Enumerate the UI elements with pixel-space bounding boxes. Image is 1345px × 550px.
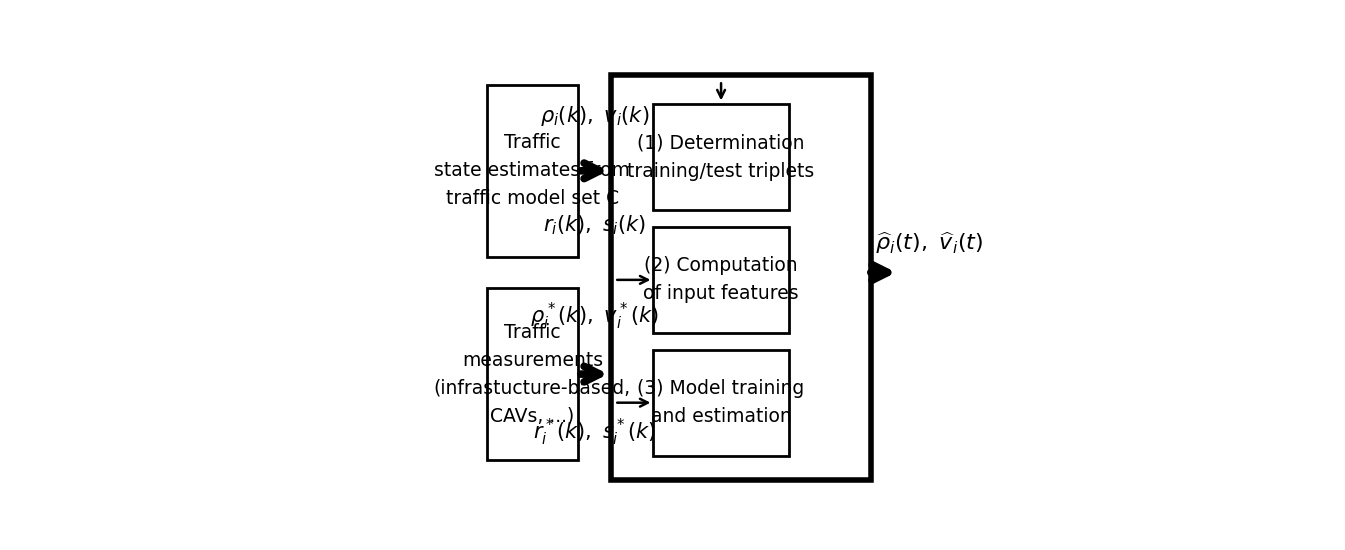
Text: $\widehat{\rho}_i(t),\ \widehat{v}_i(t)$: $\widehat{\rho}_i(t),\ \widehat{v}_i(t)$ — [874, 230, 983, 256]
Text: $r_i(k),\ s_i(k)$: $r_i(k),\ s_i(k)$ — [543, 213, 647, 236]
Bar — [487, 288, 578, 460]
Text: $\rho_i(k),\ v_i(k)$: $\rho_i(k),\ v_i(k)$ — [541, 104, 650, 129]
Text: $\rho_i^*(k),\ v_i^*(k)$: $\rho_i^*(k),\ v_i^*(k)$ — [530, 300, 659, 332]
Bar — [654, 104, 788, 210]
Text: (1) Determination
training/test triplets: (1) Determination training/test triplets — [628, 134, 815, 180]
Text: Traffic
state estimates from
traffic model set C: Traffic state estimates from traffic mod… — [434, 133, 631, 208]
Bar — [487, 85, 578, 256]
Text: (3) Model training
and estimation: (3) Model training and estimation — [638, 379, 804, 426]
Bar — [611, 75, 872, 480]
Text: $r_i^*(k),\ s_i^*(k)$: $r_i^*(k),\ s_i^*(k)$ — [534, 416, 656, 448]
Text: (2) Computation
of input features: (2) Computation of input features — [643, 256, 799, 304]
Bar — [654, 350, 788, 455]
Bar — [654, 227, 788, 333]
Text: Traffic
measurements
(infrastucture-based,
CAVs, ...): Traffic measurements (infrastucture-base… — [434, 323, 631, 426]
